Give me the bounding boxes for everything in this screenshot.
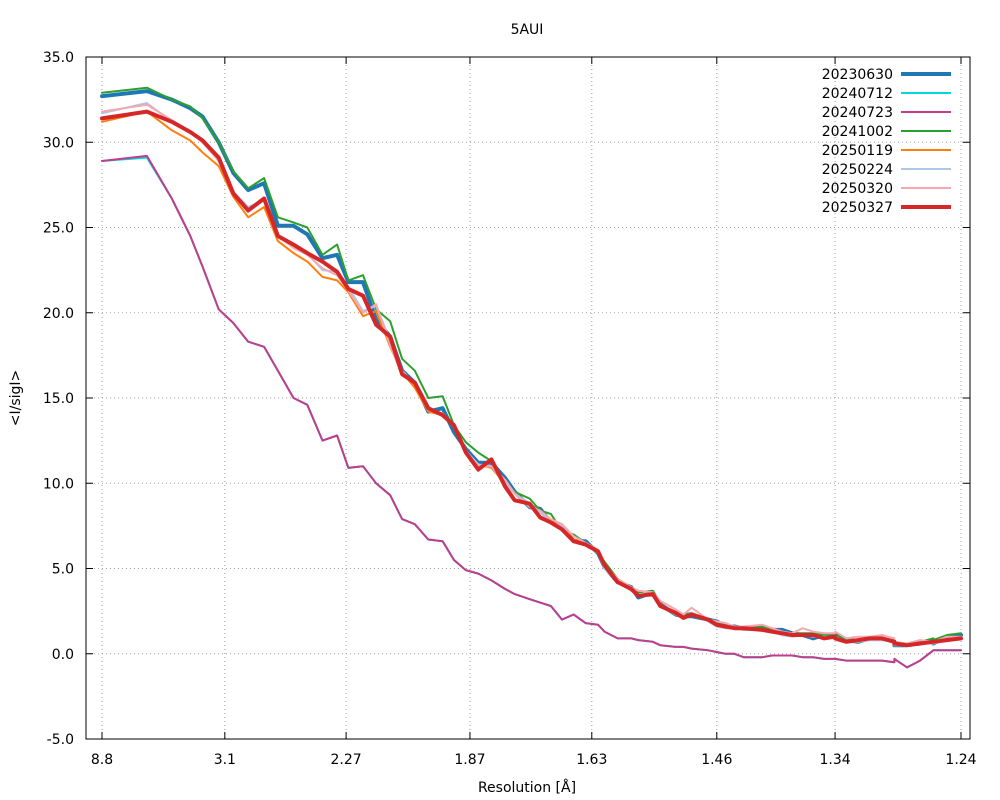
x-tick-label: 3.1 [214,752,236,768]
x-axis-label: Resolution [Å] [478,779,576,796]
x-tick-label: 1.34 [819,752,850,768]
legend: 20230630 20240712 20240723 20241002 20250119… [822,67,951,216]
y-tick-label: 20.0 [43,306,74,322]
legend-label-20230630: 20230630 [822,67,893,83]
legend-label-20241002: 20241002 [822,124,893,140]
series-line-20240712 [101,156,962,669]
legend-label-20250224: 20250224 [822,162,893,178]
series-lines [100,86,963,669]
y-tick-label: 15.0 [43,391,74,407]
y-tick-label: 30.0 [43,135,74,151]
x-tick-label: 8.8 [91,752,113,768]
axis-ticks: 35.0 30.0 25.0 20.0 15.0 10.0 5.0 0.0 -5.0 8.8 3.1… [43,50,977,768]
y-tick-label: -5.0 [47,732,74,748]
series-line-20240723 [101,154,962,669]
y-tick-label: 25.0 [43,221,74,237]
x-tick-label: 2.27 [331,752,362,768]
legend-label-20240712: 20240712 [822,86,893,102]
legend-label-20250320: 20250320 [822,181,893,197]
legend-label-20250327: 20250327 [822,200,893,216]
legend-label-20240723: 20240723 [822,105,893,121]
y-axis-label: <I/sigI> [8,370,24,427]
x-tick-label: 1.46 [701,752,732,768]
legend-label-20250119: 20250119 [822,143,893,159]
y-tick-label: 5.0 [52,562,74,578]
chart-title: 5AUI [511,22,544,38]
x-tick-label: 1.63 [576,752,607,768]
y-tick-label: 0.0 [52,647,74,663]
x-tick-label: 1.24 [945,752,976,768]
y-tick-label: 35.0 [43,50,74,66]
series-line-20250327 [100,109,963,648]
y-tick-label: 10.0 [43,476,74,492]
x-tick-label: 1.87 [454,752,485,768]
